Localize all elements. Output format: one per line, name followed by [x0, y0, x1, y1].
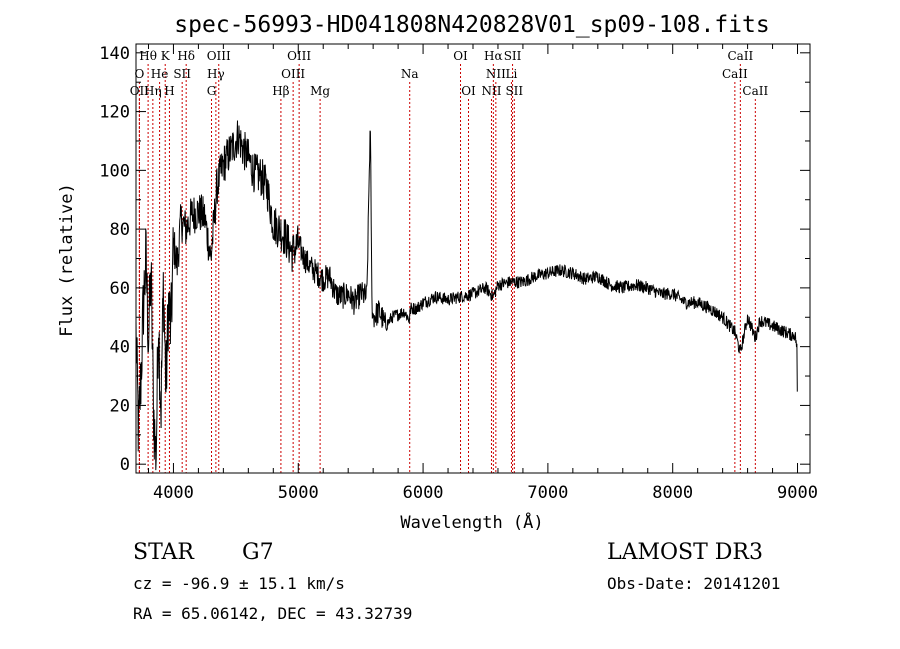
- spectral-line-label: Hγ: [207, 67, 225, 81]
- spectral-line-label: G: [207, 84, 217, 98]
- spectral-line-label: He: [151, 67, 169, 81]
- spectral-line-label: SII: [504, 49, 522, 63]
- x-tick-label: 9000: [777, 483, 818, 503]
- spectral-line-label: OIII: [281, 67, 305, 81]
- spectral-line-label: Na: [401, 67, 419, 81]
- y-tick-label: 80: [110, 220, 130, 240]
- y-tick-label: 20: [110, 396, 130, 416]
- spectrum-series-line: [135, 120, 798, 471]
- spectral-line-label: SII: [505, 84, 523, 98]
- spectral-line-label: Hβ: [272, 84, 289, 98]
- x-tick-label: 6000: [403, 483, 444, 503]
- y-tick-label: 0: [120, 455, 130, 475]
- y-axis-label: Flux (relative): [57, 183, 77, 337]
- spectral-line-label: H: [164, 84, 174, 98]
- spectral-line-label: K: [161, 49, 171, 63]
- obs-date: Obs-Date: 20141201: [607, 574, 780, 593]
- spectrum-plot: [135, 120, 798, 471]
- y-tick-label: 140: [99, 44, 130, 64]
- survey-name: LAMOST DR3: [607, 540, 763, 565]
- spectral-line-label: Hδ: [177, 49, 195, 63]
- spectral-line-label: CaII: [722, 67, 748, 81]
- spectral-line-label: Li: [506, 67, 518, 81]
- x-tick-label: 4000: [153, 483, 194, 503]
- spectral-line-label: SII: [173, 67, 191, 81]
- chart-title: spec-56993-HD041808N420828V01_sp09-108.f…: [174, 12, 769, 38]
- y-tick-label: 60: [110, 279, 130, 299]
- object-subclass: G7: [242, 540, 274, 565]
- spectral-line-label: OII: [130, 84, 150, 98]
- spectral-line-label: Mg: [310, 84, 330, 98]
- x-tick-label: 5000: [278, 483, 319, 503]
- x-axis: 4000 5000 6000 7000 8000 9000: [147, 44, 818, 503]
- x-tick-label: 7000: [527, 483, 568, 503]
- spectral-line-label: Hθ: [139, 49, 157, 63]
- spectral-line-label: Hα: [484, 49, 503, 63]
- x-tick-label: 8000: [652, 483, 693, 503]
- y-tick-label: 120: [99, 103, 130, 123]
- spectral-line-label: OIII: [207, 49, 231, 63]
- spectral-line-label: OIII: [287, 49, 311, 63]
- spectral-line-label: NII: [486, 67, 506, 81]
- x-axis-label: Wavelength (Å): [400, 511, 543, 533]
- y-axis: 0 20 40 60 80 100 120 140: [99, 44, 810, 475]
- spectral-line-label: OI: [461, 84, 476, 98]
- spectral-line-label: CaII: [742, 84, 768, 98]
- y-tick-label: 40: [110, 338, 130, 358]
- spectral-line-label: O: [134, 67, 144, 81]
- object-class: STAR: [133, 540, 195, 565]
- spectral-line-label: OI: [453, 49, 468, 63]
- spectral-line-label: CaII: [727, 49, 753, 63]
- spectral-line-label: Hη: [144, 84, 162, 98]
- y-tick-label: 100: [99, 161, 130, 181]
- coordinates: RA = 65.06142, DEC = 43.32739: [133, 604, 412, 623]
- plot-frame: [135, 43, 811, 474]
- redshift-value: cz = -96.9 ± 15.1 km/s: [133, 574, 345, 593]
- spectral-line-label: NII: [481, 84, 501, 98]
